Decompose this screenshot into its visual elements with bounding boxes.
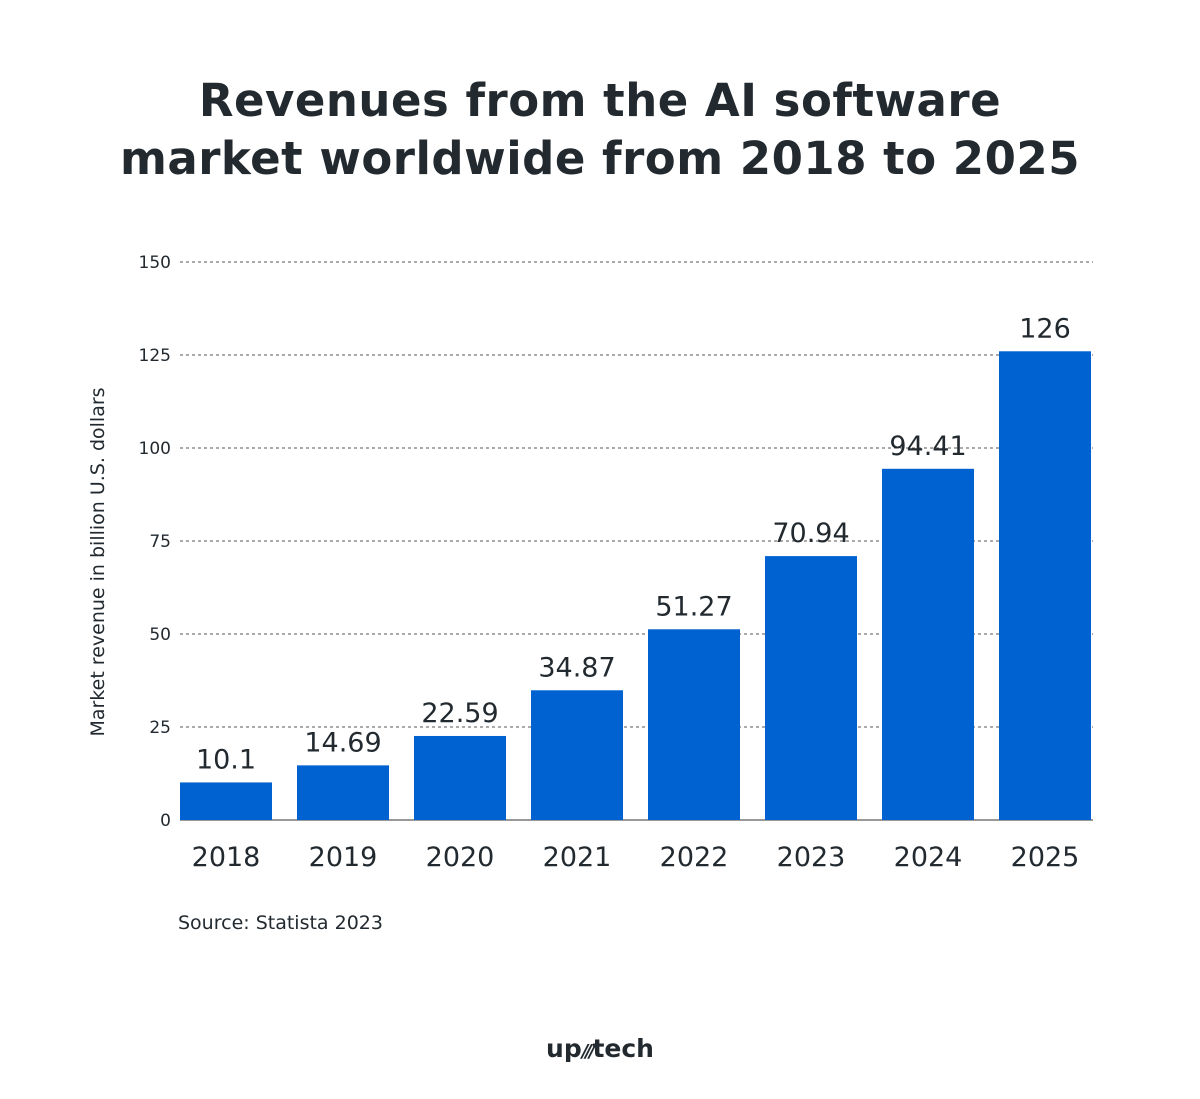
- bar-2024: [882, 468, 974, 820]
- data-label: 34.87: [538, 652, 615, 683]
- x-tick-label: 2021: [543, 842, 612, 873]
- y-axis-label: Market revenue in billion U.S. dollars: [87, 387, 109, 736]
- x-tick-label: 2018: [192, 842, 261, 873]
- y-tick-label: 125: [139, 346, 171, 366]
- y-tick-label: 150: [139, 253, 171, 273]
- bar-2023: [765, 556, 857, 820]
- data-label: 126: [1019, 313, 1071, 344]
- bar-2020: [414, 735, 506, 820]
- x-tick-label: 2022: [660, 842, 729, 873]
- y-tick-label: 50: [149, 625, 171, 645]
- x-tick-label: 2024: [894, 842, 963, 873]
- data-label: 94.41: [889, 431, 966, 462]
- chart-title-line-2: market worldwide from 2018 to 2025: [119, 132, 1081, 185]
- logo-mark-icon: ///: [581, 1041, 596, 1062]
- x-tick-label: 2025: [1011, 842, 1080, 873]
- bar-2025: [999, 351, 1091, 820]
- x-tick-label: 2023: [777, 842, 846, 873]
- source-note: Source: Statista 2023: [178, 912, 383, 934]
- upstech-logo: up///tech: [0, 1034, 1200, 1063]
- y-tick-label: 25: [149, 718, 171, 738]
- bar-2021: [531, 690, 623, 820]
- y-tick-label: 75: [149, 532, 171, 552]
- x-tick-label: 2020: [426, 842, 495, 873]
- data-label: 51.27: [655, 591, 732, 622]
- data-label: 14.69: [304, 727, 381, 758]
- bar-chart: Market revenue in billion U.S. dollars 0…: [87, 253, 1093, 873]
- logo-text-right: tech: [592, 1034, 654, 1063]
- data-label: 10.1: [196, 744, 256, 775]
- data-label: 70.94: [772, 518, 849, 549]
- logo-text-left: up: [546, 1034, 582, 1063]
- bar-2022: [648, 629, 740, 820]
- bar-2019: [297, 765, 389, 820]
- x-tick-label: 2019: [309, 842, 378, 873]
- y-tick-label: 0: [160, 811, 171, 831]
- chart-title-line-1: Revenues from the AI software: [198, 74, 1002, 127]
- data-label: 22.59: [421, 698, 498, 729]
- y-tick-label: 100: [139, 439, 171, 459]
- bar-2018: [180, 782, 272, 820]
- chart-title: Revenues from the AI software market wor…: [0, 72, 1200, 188]
